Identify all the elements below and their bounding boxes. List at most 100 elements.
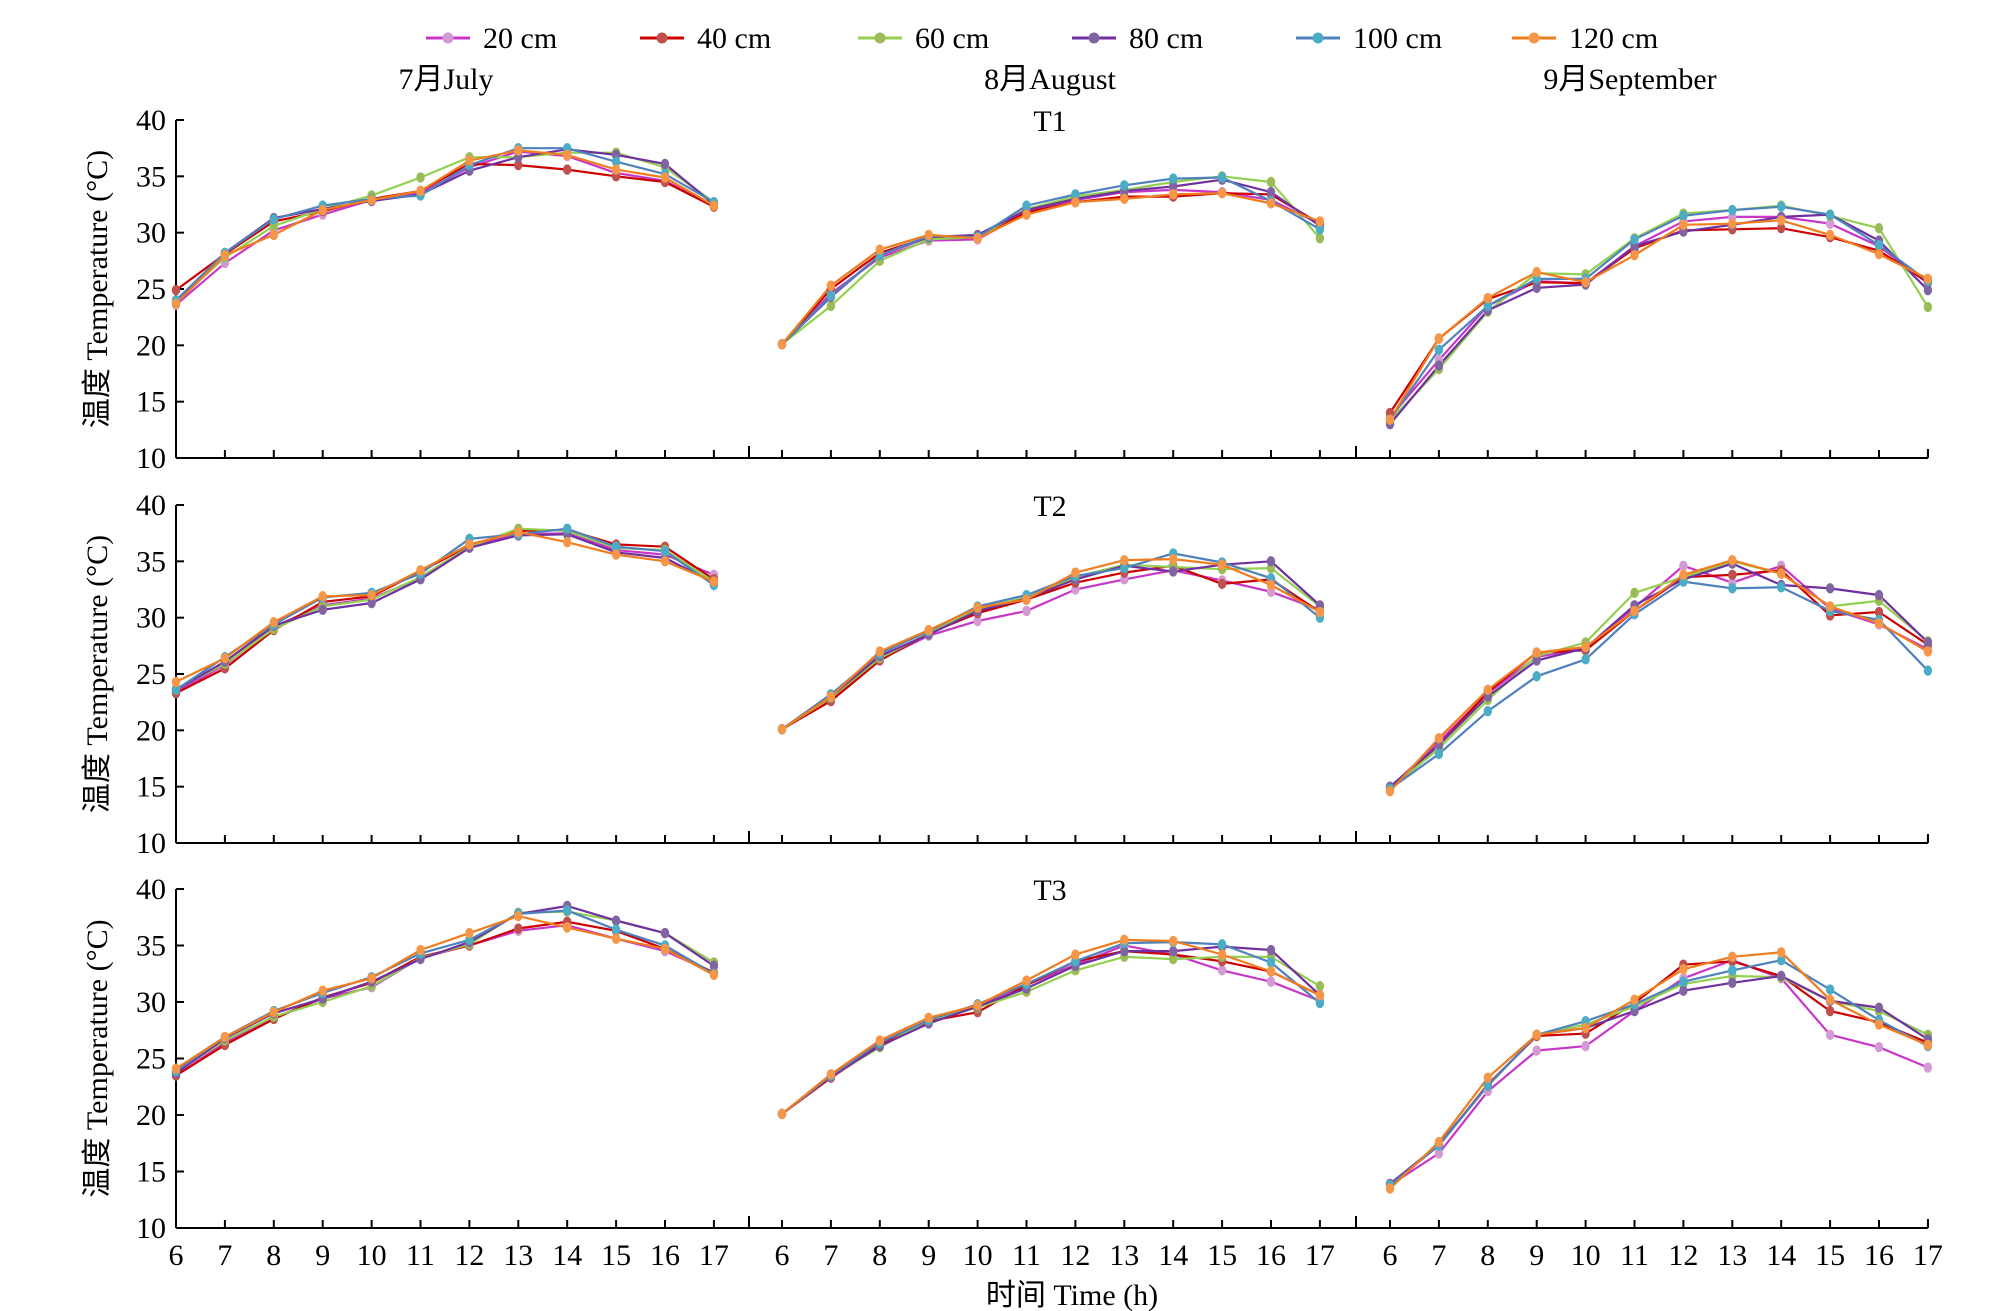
data-point-20cm [1434,1148,1444,1159]
data-point-120cm [1169,189,1178,200]
legend-marker [1528,32,1540,44]
data-point-120cm [465,539,474,550]
data-point-120cm [367,973,376,984]
data-point-60cm [1169,953,1178,965]
legend-marker [1088,32,1100,44]
data-point-120cm [1217,559,1227,570]
series-line-100cm [781,552,1321,731]
x-tick-label: 8 [872,1239,887,1272]
data-point-80cm [1923,284,1933,296]
x-tick-label: 9 [315,1239,330,1272]
legend-item: 40 cm [640,22,771,55]
x-tick-label: 8 [266,1239,281,1272]
legend-item: 100 cm [1296,22,1442,55]
data-point-80cm [1169,945,1178,957]
data-point-120cm [1385,414,1395,425]
data-point-80cm [318,604,327,615]
x-tick-label: 6 [169,1239,184,1272]
x-tick-label: 14 [1766,1239,1796,1272]
data-point-120cm [1825,601,1835,612]
series-line-100cm [1389,205,1929,421]
month-labels: 7月July 8月August 9月September [398,63,1716,96]
x-axis-title: 时间 Time (h) [986,1279,1158,1311]
data-point-60cm [1923,301,1933,313]
series-line-120cm [175,149,715,305]
data-point-120cm [1266,966,1276,977]
data-point-80cm [367,597,376,609]
data-point-100cm [1679,210,1688,221]
y-tick-label: 10 [136,1212,166,1245]
data-point-120cm [1120,193,1129,205]
series-line-20cm [781,569,1321,731]
data-point-120cm [924,229,933,241]
series-line-120cm [1389,951,1929,1190]
data-point-80cm [1728,977,1737,988]
data-point-100cm [1434,344,1444,356]
data-point-80cm [1266,944,1276,956]
data-point-80cm [1532,282,1541,294]
x-tick-label: 14 [552,1239,582,1272]
legend-item: 120 cm [1512,22,1658,55]
data-point-120cm [1266,579,1276,591]
data-point-80cm [1169,566,1178,577]
series-line-60cm [781,175,1321,346]
y-tick-label: 25 [136,1043,166,1076]
data-point-100cm [1434,748,1444,760]
y-tick-label: 40 [136,104,166,137]
data-point-120cm [1874,1019,1884,1030]
data-point-100cm [1630,234,1639,245]
data-point-20cm [1923,1062,1933,1073]
data-point-100cm [1581,654,1590,665]
x-tick-label: 10 [963,1239,993,1272]
data-point-120cm [514,910,523,922]
series-line-120cm [175,530,715,683]
data-point-120cm [1315,216,1325,227]
data-point-120cm [1825,994,1835,1005]
series-line-120cm [781,557,1321,731]
series-line-100cm [175,909,715,1072]
data-point-120cm [1874,248,1884,260]
legend-label: 20 cm [483,22,557,55]
data-point-120cm [973,1000,982,1011]
x-tick-label: 13 [1109,1239,1139,1272]
data-point-100cm [1532,671,1541,682]
data-point-120cm [1120,555,1129,566]
series-line-100cm [781,176,1321,345]
data-point-120cm [973,602,982,613]
data-point-100cm [1728,583,1737,594]
data-point-100cm [1315,224,1325,235]
data-point-20cm [1532,1045,1541,1056]
data-point-120cm [924,624,933,636]
data-point-80cm [1434,360,1444,371]
data-point-100cm [1120,180,1129,191]
data-point-120cm [611,164,621,175]
data-point-20cm [1825,1029,1835,1040]
data-point-40cm [514,159,523,171]
data-point-120cm [1217,949,1227,960]
data-point-100cm [1679,976,1688,987]
x-tick-label: 11 [1012,1239,1041,1272]
data-point-120cm [171,298,181,309]
data-point-100cm [1777,954,1786,966]
data-point-120cm [973,233,982,244]
panel-T1-2 [1385,200,1933,458]
series-line-20cm [781,944,1321,1115]
series-line-80cm [175,904,715,1075]
data-point-40cm [514,923,523,934]
y-axis-title: 温度 Temperature (°C) [81,919,114,1197]
data-point-120cm [709,969,719,981]
legend-label: 120 cm [1569,22,1658,55]
data-point-120cm [875,244,884,255]
data-point-100cm [1120,562,1129,574]
data-point-120cm [1434,733,1444,744]
data-point-120cm [826,280,836,291]
data-point-120cm [1385,785,1395,797]
panel-title: T1 [1033,105,1066,138]
data-point-120cm [875,1035,884,1046]
data-point-120cm [1483,292,1493,304]
data-point-80cm [1120,945,1129,957]
data-point-80cm [709,960,719,972]
x-tick-label: 14 [1158,1239,1188,1272]
data-point-100cm [1022,200,1031,211]
x-tick-label: 9 [1529,1239,1544,1272]
